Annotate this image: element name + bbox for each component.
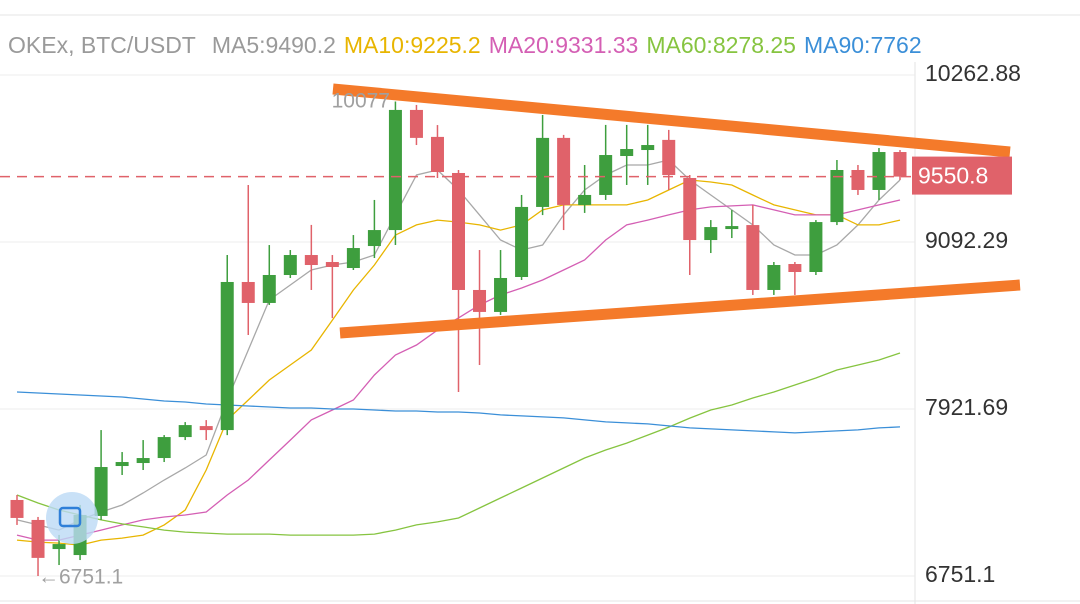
candle-body [409,109,423,138]
candle-body [704,227,718,241]
candle-body [157,437,171,459]
low-marker: ←6751.1 [38,566,123,589]
candle-body [893,152,907,177]
candle-body [115,462,129,467]
candle-body [10,499,24,518]
legend-entry: MA20:9331.33 [489,32,639,58]
candle-body [136,458,150,464]
candle-body [262,274,276,303]
candle-body [830,169,844,223]
candle-body [788,264,802,273]
candle-body [452,172,465,290]
candle-body [430,136,444,172]
candle-body [346,248,360,269]
candle-body [31,519,45,558]
candle-body [557,137,571,205]
ma-line [16,391,901,434]
y-tick-label: 7921.69 [925,394,1008,420]
legend-entry: MA10:9225.2 [344,32,481,58]
candle-body [872,152,886,190]
high-marker: 10077 [332,90,390,113]
candle-body [767,265,781,290]
y-tick-label: 10262.88 [925,60,1021,86]
candle-body [746,225,760,290]
candle-body [725,226,739,230]
candle-body [367,230,381,247]
candle-body [178,425,192,438]
candle-body [494,277,508,312]
candle-body [304,255,318,266]
candle-body [599,155,613,195]
floating-button[interactable] [46,492,98,544]
candle-body [473,289,487,312]
candle-body [536,137,550,207]
last-price-label: 9550.8 [918,163,988,189]
candle-body [620,149,634,157]
candle-body [388,109,402,231]
candle-body [809,222,823,273]
candle-body [199,426,213,431]
candle-body [662,139,676,175]
chart-title: OKEx, BTC/USDT [8,32,196,58]
candle-body [220,281,234,431]
ma-line [16,352,901,536]
candle-body [851,169,865,190]
candle-body [325,262,339,268]
y-tick-label: 6751.1 [925,561,995,587]
y-tick-label: 9092.29 [925,227,1008,253]
candle-body [641,145,655,151]
candle-body [283,255,297,275]
candle-body [52,544,66,550]
candle-body [515,206,529,277]
candle-body [578,194,592,205]
last-price-box [912,156,1012,195]
trend-line [332,83,1011,158]
legend-entry: MA60:8278.25 [646,32,796,58]
candle-body [94,467,108,516]
legend-entry: MA5:9490.2 [212,32,336,58]
candle-body [241,281,255,303]
candle-body [683,177,697,241]
floating-icon [58,506,82,528]
legend-entry: MA90:7762 [804,32,922,58]
trend-line [339,279,1021,339]
